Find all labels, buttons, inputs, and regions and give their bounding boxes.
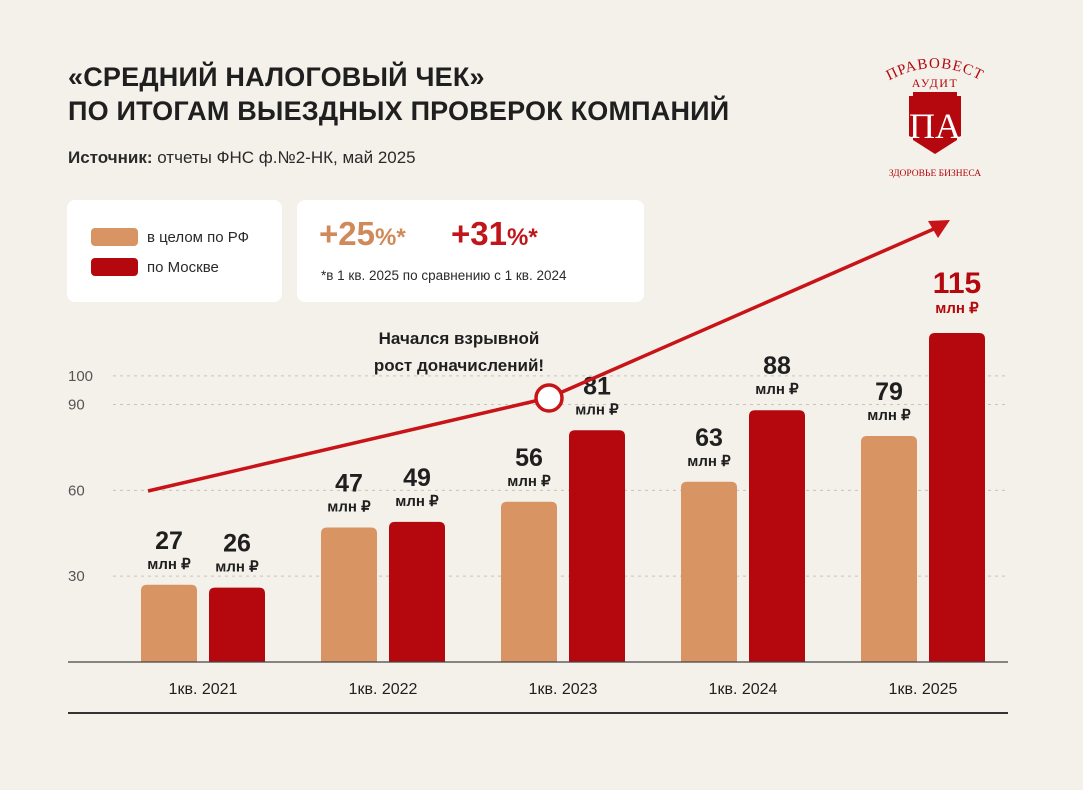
legend-swatch-rf bbox=[91, 228, 138, 246]
x-tick-label: 1кв. 2021 bbox=[169, 681, 238, 698]
x-tick-label: 1кв. 2025 bbox=[889, 681, 958, 698]
bar bbox=[141, 584, 197, 662]
data-label-value: 26 bbox=[223, 530, 251, 558]
logo-monogram: ПА bbox=[909, 106, 961, 146]
growth-rf-value: +25 bbox=[319, 215, 375, 252]
legend-item-rf: в целом по РФ bbox=[91, 228, 249, 246]
y-tick-label: 90 bbox=[68, 397, 85, 414]
data-label-unit: млн ₽ bbox=[147, 556, 191, 573]
y-tick-label: 100 bbox=[68, 368, 93, 385]
data-label-unit: млн ₽ bbox=[395, 493, 439, 510]
data-label-value: 79 bbox=[875, 378, 903, 406]
trend-line-2 bbox=[561, 226, 937, 394]
annotation-line: Начался взрывной bbox=[379, 329, 540, 348]
chart-title: «СРЕДНИЙ НАЛОГОВЫЙ ЧЕК» ПО ИТОГАМ ВЫЕЗДН… bbox=[68, 60, 729, 128]
title-line-1: «СРЕДНИЙ НАЛОГОВЫЙ ЧЕК» bbox=[68, 62, 485, 92]
data-label-unit: млн ₽ bbox=[215, 559, 259, 576]
growth-moscow-value: +31 bbox=[451, 215, 507, 252]
growth-rf: +25%* bbox=[319, 215, 406, 253]
growth-rf-pct: %* bbox=[374, 224, 406, 251]
legend: в целом по РФ по Москве bbox=[67, 200, 282, 302]
bar bbox=[681, 481, 737, 662]
growth-moscow-pct: %* bbox=[506, 224, 538, 251]
data-label-value: 115 bbox=[933, 267, 981, 300]
bar bbox=[861, 435, 917, 662]
data-label-value: 27 bbox=[155, 527, 183, 555]
trend-arrowhead bbox=[928, 220, 950, 238]
data-label-value: 56 bbox=[515, 444, 543, 472]
x-tick-label: 1кв. 2022 bbox=[349, 681, 418, 698]
x-tick-label: 1кв. 2024 bbox=[709, 681, 778, 698]
data-label-unit: млн ₽ bbox=[327, 499, 371, 516]
x-tick-label: 1кв. 2023 bbox=[529, 681, 598, 698]
annotation-line: рост доначислений! bbox=[374, 356, 544, 375]
data-label-unit: млн ₽ bbox=[755, 381, 799, 398]
data-label-value: 49 bbox=[403, 464, 431, 492]
data-label-unit: млн ₽ bbox=[867, 407, 911, 424]
logo-tagline: ЗДОРОВЬЕ БИЗНЕСА bbox=[889, 169, 981, 179]
bar bbox=[749, 410, 805, 662]
data-label-unit: млн ₽ bbox=[507, 473, 551, 490]
bar bbox=[929, 333, 985, 662]
growth-moscow: +31%* bbox=[451, 215, 538, 253]
growth-footnote: *в 1 кв. 2025 по сравнению с 1 кв. 2024 bbox=[321, 268, 567, 283]
legend-item-moscow: по Москве bbox=[91, 258, 219, 276]
source-text: отчеты ФНС ф.№2-НК, май 2025 bbox=[152, 148, 416, 167]
y-tick-label: 30 bbox=[68, 568, 85, 585]
bar bbox=[569, 430, 625, 662]
growth-box: +25%* +31%* *в 1 кв. 2025 по сравнению с… bbox=[297, 200, 644, 302]
bar bbox=[501, 501, 557, 662]
data-label-unit: млн ₽ bbox=[935, 300, 979, 317]
source-label: Источник: bbox=[68, 148, 153, 167]
data-label-unit: млн ₽ bbox=[687, 453, 731, 470]
bar bbox=[389, 521, 445, 662]
legend-label-rf: в целом по РФ bbox=[147, 228, 250, 246]
y-tick-label: 60 bbox=[68, 482, 85, 499]
source-line: Источник: отчеты ФНС ф.№2-НК, май 2025 bbox=[68, 148, 416, 168]
bottom-divider bbox=[68, 712, 1008, 714]
data-label-unit: млн ₽ bbox=[575, 401, 619, 418]
title-line-2: ПО ИТОГАМ ВЫЕЗДНЫХ ПРОВЕРОК КОМПАНИЙ bbox=[68, 96, 730, 126]
trend-marker bbox=[534, 383, 564, 413]
data-label-value: 63 bbox=[695, 424, 723, 452]
data-label-value: 47 bbox=[335, 470, 363, 498]
bar bbox=[209, 587, 265, 662]
trend-line-1 bbox=[147, 399, 536, 493]
legend-swatch-moscow bbox=[91, 258, 138, 276]
bar bbox=[321, 527, 377, 662]
logo-sub-text: АУДИТ bbox=[912, 76, 959, 90]
pravovest-logo: ПРАВОВЕСТ АУДИТ ПА ЗДОРОВЬЕ БИЗНЕСА bbox=[884, 56, 986, 179]
legend-label-moscow: по Москве bbox=[147, 258, 219, 276]
data-label-value: 88 bbox=[763, 352, 791, 380]
